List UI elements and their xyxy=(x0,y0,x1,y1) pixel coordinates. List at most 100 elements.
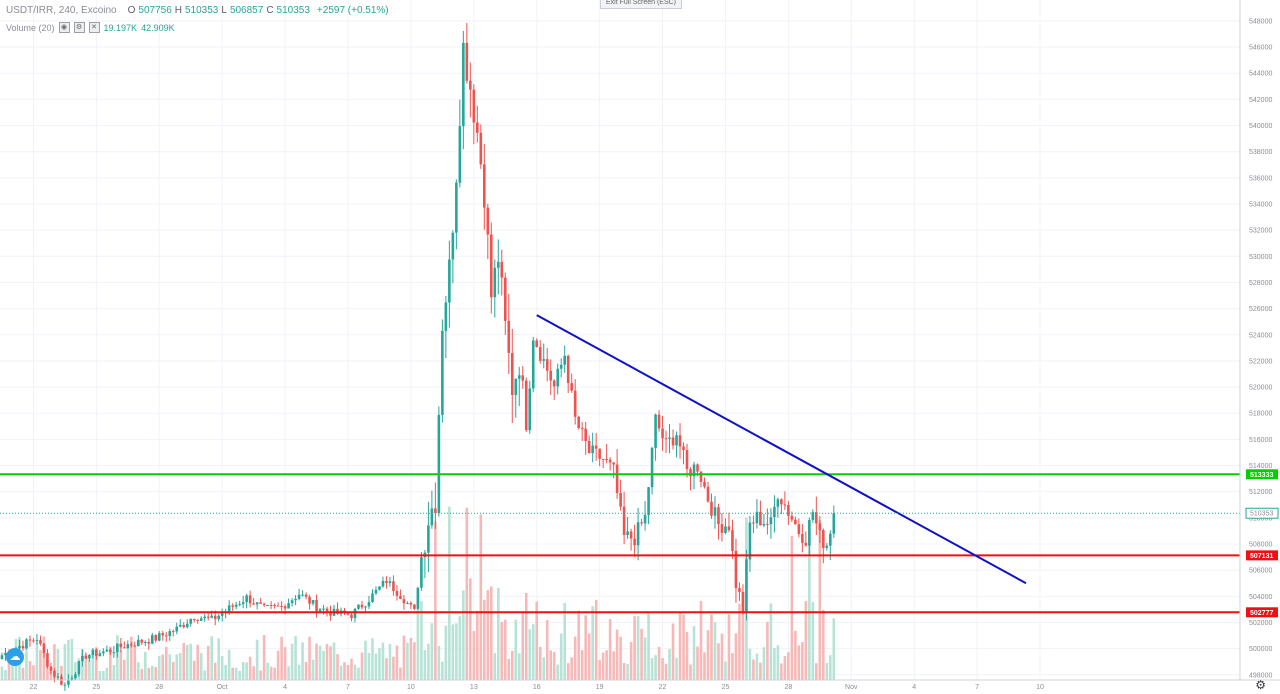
time-tick-label: 7 xyxy=(346,684,350,691)
candle-body xyxy=(147,641,151,644)
volume-bar xyxy=(84,654,88,680)
candle-body xyxy=(647,487,650,516)
volume-bar xyxy=(224,664,227,680)
exit-fullscreen-button[interactable]: Exit Full Screen (ESC) xyxy=(600,0,683,9)
time-tick-label: 22 xyxy=(659,684,667,691)
volume-bar xyxy=(469,578,472,680)
volume-bar xyxy=(612,651,615,680)
eye-icon[interactable]: ◉ xyxy=(58,22,70,33)
candle-body xyxy=(206,616,210,618)
candle-body xyxy=(612,462,615,465)
volume-bar xyxy=(105,667,109,680)
candle-body xyxy=(514,378,518,395)
candle-body xyxy=(273,605,276,607)
descending-trendline[interactable] xyxy=(536,314,1027,585)
volume-bar xyxy=(703,652,706,680)
volume-bar xyxy=(329,646,332,680)
volume-bar xyxy=(804,601,808,680)
volume-bar xyxy=(591,606,594,680)
volume-bar xyxy=(231,667,234,680)
volume-bar xyxy=(531,624,535,680)
volume-bar xyxy=(430,623,434,680)
price-axis[interactable]: 498000 500000 502000 504000 506000 508000 5100… xyxy=(1239,0,1272,680)
candle-body xyxy=(668,437,671,439)
candle-body xyxy=(643,515,647,524)
candle-body xyxy=(629,531,633,539)
candle-body xyxy=(804,542,808,546)
candle-body xyxy=(70,678,74,681)
candle-body xyxy=(392,581,395,591)
candle-body xyxy=(283,606,287,609)
volume-bar xyxy=(699,600,703,680)
volume-bar xyxy=(731,653,734,680)
candle-body xyxy=(157,633,161,641)
candle-body xyxy=(591,445,594,454)
volume-bar xyxy=(783,656,787,680)
candle-body xyxy=(822,530,825,548)
candle-body xyxy=(458,126,462,183)
time-axis[interactable]: 22 25 28 Oct 4 7 10 13 16 19 22 25 28 Nov 4 7 10 xyxy=(0,679,1280,691)
volume-bar xyxy=(332,642,336,680)
volume-bar xyxy=(35,642,39,680)
time-tick-label: 4 xyxy=(912,684,916,691)
volume-bar xyxy=(570,657,573,680)
price-tick-label: 526000 xyxy=(1249,306,1272,313)
volume-label[interactable]: Volume (20) xyxy=(6,22,55,33)
volume-bar xyxy=(514,619,518,680)
candle-body xyxy=(776,499,780,507)
volume-bar xyxy=(545,620,549,680)
candle-body xyxy=(315,599,318,612)
volume-bar xyxy=(360,652,364,680)
volume-bar xyxy=(741,601,745,680)
volume-bar xyxy=(203,670,207,680)
candle-body xyxy=(150,635,154,644)
volume-bar xyxy=(409,637,413,680)
volume-bar xyxy=(325,643,329,680)
candle-body xyxy=(675,435,678,446)
candle-body xyxy=(580,427,584,429)
volume-bar xyxy=(357,667,360,680)
price-tag-box xyxy=(1246,469,1278,480)
volume-bar xyxy=(91,650,95,680)
candle-body xyxy=(168,631,172,636)
volume-bar xyxy=(402,635,406,680)
candle-body xyxy=(818,523,822,531)
volume-bar xyxy=(346,664,350,680)
candle-body xyxy=(483,164,486,208)
candle-body xyxy=(248,595,252,604)
volume-bar xyxy=(308,636,311,680)
chart-grid xyxy=(0,0,1240,680)
volume-bar xyxy=(724,661,727,680)
volume-bar xyxy=(448,506,451,680)
settings-icon[interactable]: ⚙ xyxy=(73,22,85,33)
candle-body xyxy=(77,661,81,675)
volume-bar xyxy=(483,599,486,680)
candle-body xyxy=(0,655,4,660)
gear-icon[interactable]: ⚙ xyxy=(1255,678,1266,692)
candle-body xyxy=(517,375,521,379)
price-tick-label: 544000 xyxy=(1249,71,1272,78)
volume-bar xyxy=(21,667,25,680)
volume-bar xyxy=(808,532,811,680)
volume-legend: Volume (20) ◉ ⚙ ✕ 19.197K 42.909K xyxy=(6,22,175,33)
volume-bar xyxy=(675,657,678,680)
volume-bar xyxy=(130,636,133,680)
volume-bar xyxy=(776,645,780,680)
candle-body xyxy=(126,644,130,649)
volume-bar xyxy=(63,643,67,680)
volume-bar xyxy=(399,667,402,680)
cloud-logo-icon[interactable]: ☁ xyxy=(6,648,24,666)
candle-body xyxy=(696,464,699,472)
candle-body xyxy=(420,557,423,588)
price-tags: 513333 507131 502777 510353 xyxy=(1245,469,1279,618)
close-icon[interactable]: ✕ xyxy=(88,22,100,33)
symbol-title[interactable]: USDT/IRR, 240, Excoino xyxy=(6,5,117,16)
candle-body xyxy=(245,595,248,603)
candle-body xyxy=(462,42,465,127)
candle-body xyxy=(741,591,745,613)
candle-body xyxy=(269,604,273,606)
volume-bar xyxy=(353,664,357,680)
time-tick-label: 19 xyxy=(596,684,604,691)
volume-bar xyxy=(615,629,619,680)
